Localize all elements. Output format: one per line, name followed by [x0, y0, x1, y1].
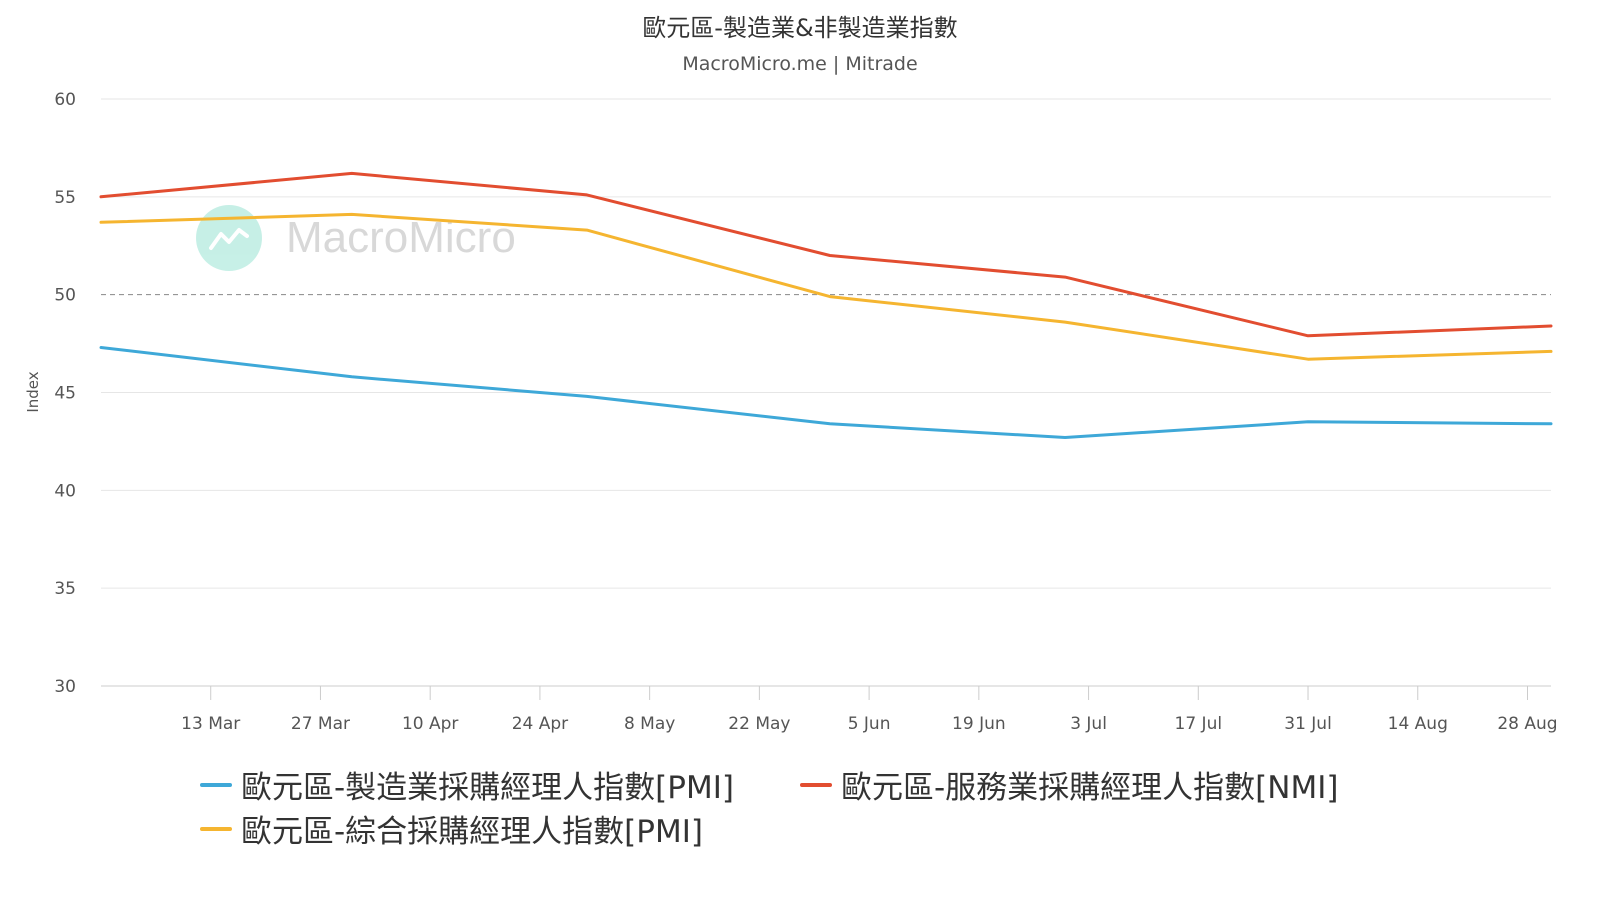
y-tick-label: 55: [54, 188, 76, 208]
y-axis-title: Index: [24, 371, 42, 412]
legend-swatch: [800, 782, 832, 787]
y-axis: 30 35 40 45 50 55 60: [54, 90, 76, 697]
y-tick-label: 50: [54, 286, 76, 306]
x-tick-label: 31 Jul: [1284, 714, 1332, 734]
x-tick-label: 17 Jul: [1175, 714, 1223, 734]
y-tick-label: 30: [54, 677, 76, 697]
legend-label: 歐元區-製造業採購經理人指數[PMI]: [241, 770, 734, 806]
y-tick-label: 60: [54, 90, 76, 110]
x-axis: 13 Mar 27 Mar 10 Apr 24 Apr 8 May 22 May 5 Jun…: [181, 686, 1558, 734]
chart-subtitle: MacroMicro.me | Mitrade: [682, 53, 918, 75]
y-tick-label: 35: [54, 579, 76, 599]
series-line-1[interactable]: [99, 346, 1553, 439]
series-line-3[interactable]: [99, 212, 1553, 361]
series-line-2[interactable]: [99, 171, 1553, 338]
x-tick-label: 8 May: [624, 714, 675, 734]
x-tick-label: 24 Apr: [512, 714, 568, 734]
x-tick-label: 19 Jun: [952, 714, 1006, 734]
legend-item-3[interactable]: 歐元區-綜合採購經理人指數[PMI]: [200, 806, 703, 851]
x-tick-label: 13 Mar: [181, 714, 240, 734]
macromicro-watermark: MacroMicro: [196, 205, 516, 271]
x-tick-label: 22 May: [728, 714, 790, 734]
legend-item-1[interactable]: 歐元區-製造業採購經理人指數[PMI]: [200, 762, 734, 807]
series-lines: [99, 171, 1553, 439]
x-tick-label: 14 Aug: [1388, 714, 1448, 734]
gridlines: [101, 98, 1551, 687]
legend-label: 歐元區-服務業採購經理人指數[NMI]: [841, 770, 1339, 806]
x-tick-label: 10 Apr: [402, 714, 458, 734]
x-tick-label: 27 Mar: [291, 714, 350, 734]
x-tick-label: 28 Aug: [1497, 714, 1557, 734]
watermark-text: MacroMicro: [286, 213, 516, 262]
legend-swatch: [200, 782, 232, 787]
x-tick-label: 5 Jun: [848, 714, 891, 734]
legend-swatch: [200, 826, 232, 831]
chart-trend-icon: [196, 205, 262, 271]
legend-item-2[interactable]: 歐元區-服務業採購經理人指數[NMI]: [800, 762, 1338, 807]
y-tick-label: 40: [54, 481, 76, 501]
y-tick-label: 45: [54, 384, 76, 404]
line-chart: 13 Mar 27 Mar 10 Apr 24 Apr 8 May 22 May 5 Jun…: [24, 90, 1558, 734]
x-tick-label: 3 Jul: [1070, 714, 1107, 734]
chart-title: 歐元區-製造業&非製造業指數: [642, 14, 958, 42]
legend-label: 歐元區-綜合採購經理人指數[PMI]: [241, 814, 703, 850]
